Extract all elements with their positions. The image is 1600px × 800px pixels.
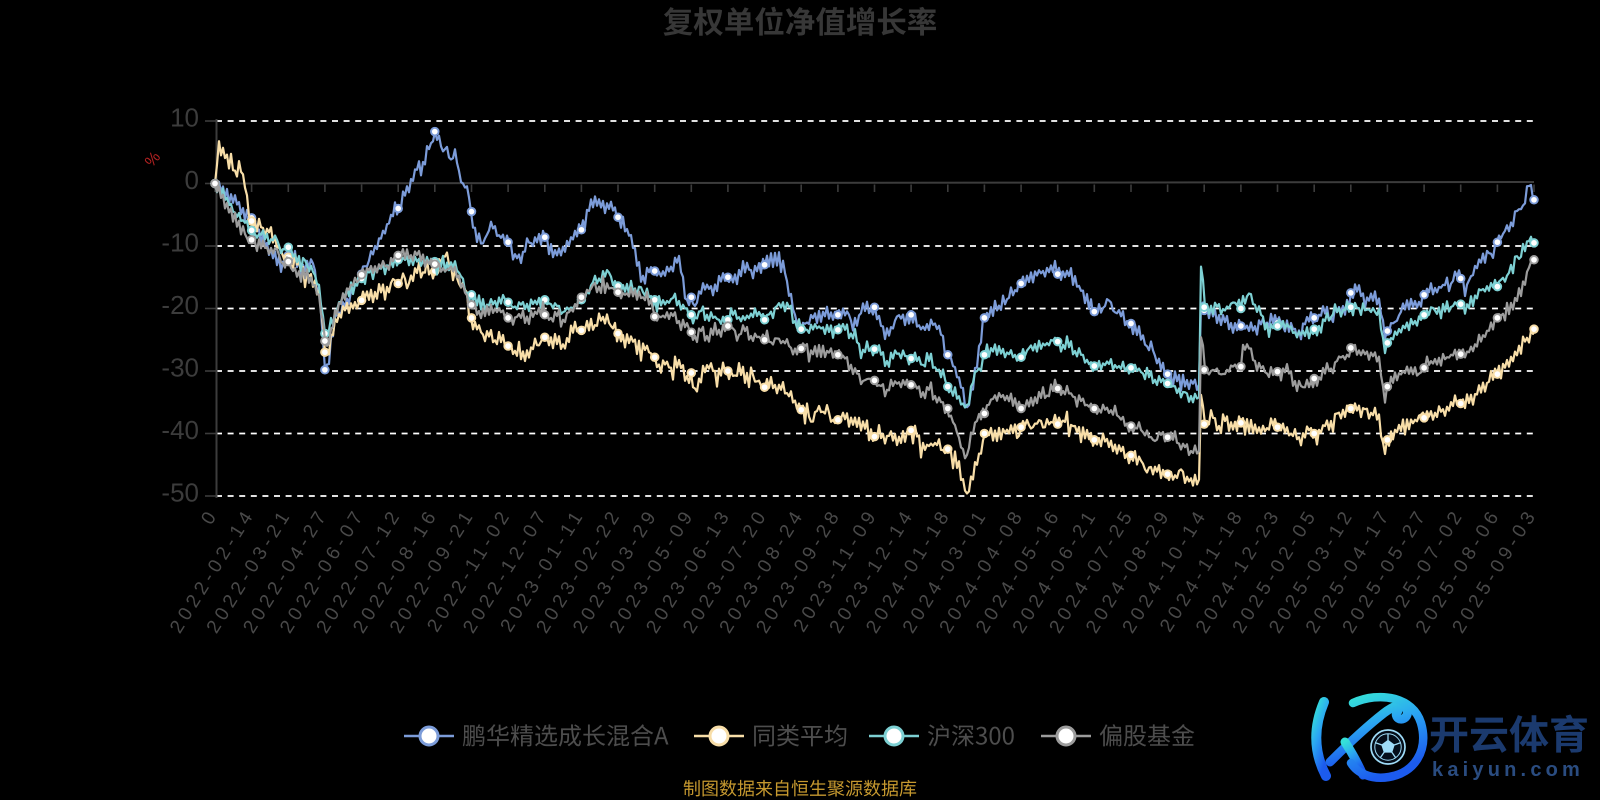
svg-text:-30: -30 (161, 353, 199, 383)
svg-text:kaiyun.com: kaiyun.com (1432, 759, 1584, 781)
svg-text:-40: -40 (161, 415, 199, 445)
svg-text:-20: -20 (161, 290, 199, 320)
svg-text:0: 0 (185, 165, 199, 195)
svg-text:10: 10 (170, 103, 199, 133)
svg-text:-50: -50 (161, 478, 199, 508)
svg-text:-10: -10 (161, 228, 199, 258)
